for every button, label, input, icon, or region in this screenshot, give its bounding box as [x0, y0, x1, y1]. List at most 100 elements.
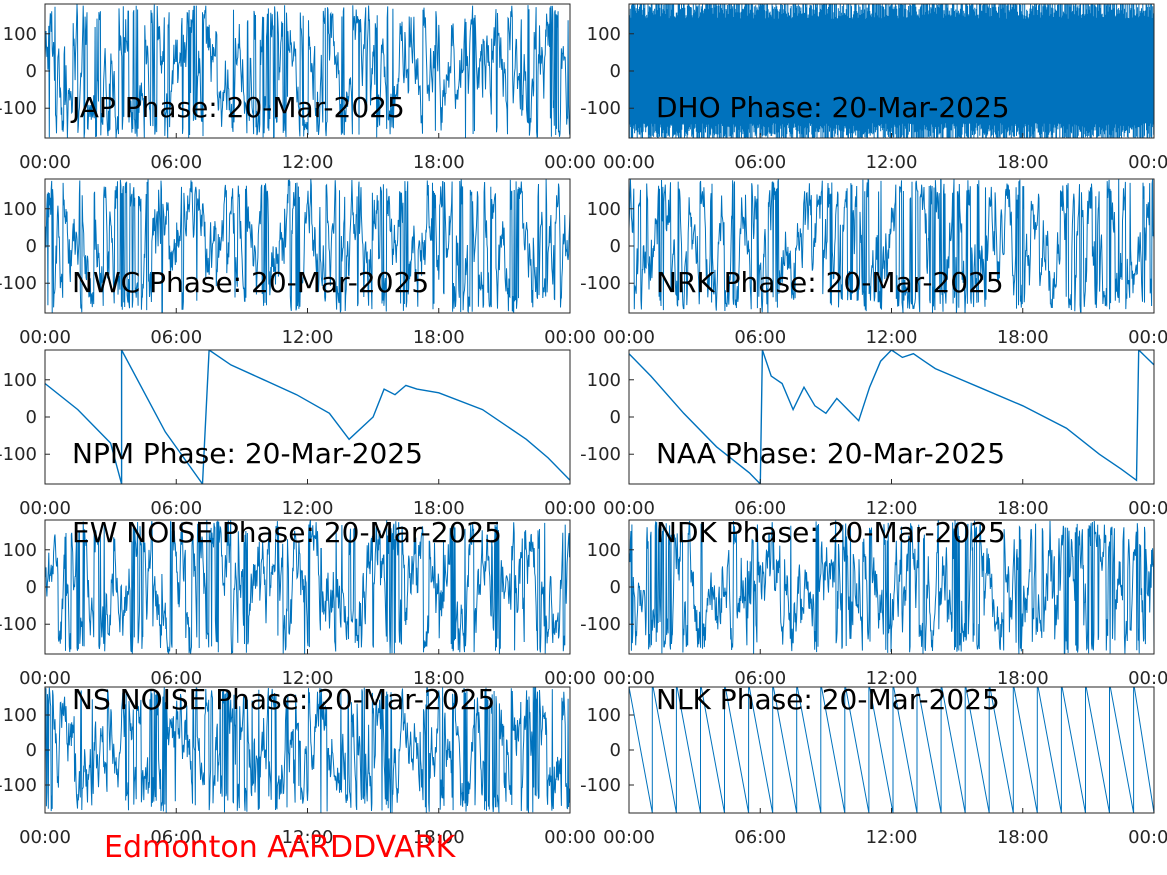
y-tick-label: 100	[587, 540, 621, 561]
x-tick-label: 06:00	[150, 498, 202, 519]
x-tick-label: 12:00	[866, 327, 918, 348]
panel-dho: 100 0 -100 00:00 06:00 12:00 18:00 00:00 DHO Pha…	[580, 3, 1167, 173]
panel-ndk: 100 0 -100 00:00 06:00 12:00 18:00 00:00 NDK Pha…	[580, 516, 1167, 689]
y-tick-label: 100	[3, 540, 37, 561]
x-tick-label: 18:00	[997, 668, 1049, 689]
y-tick-label: 0	[26, 740, 37, 761]
x-tick-label: 00:00	[19, 668, 71, 689]
station-footer: Edmonton AARDDVARK	[104, 830, 456, 865]
y-tick-label: 100	[3, 705, 37, 726]
x-tick-label: 12:00	[282, 498, 334, 519]
x-tick-label: 00:00	[544, 498, 596, 519]
x-tick-label: 18:00	[413, 668, 465, 689]
y-tick-label: 0	[610, 236, 621, 257]
y-tick-label: -100	[580, 444, 621, 465]
phase-trace-nrk	[629, 179, 1154, 313]
y-tick-label: 0	[610, 577, 621, 598]
y-tick-label: 0	[26, 236, 37, 257]
y-tick-label: -100	[0, 614, 37, 635]
x-tick-label: 00:00	[544, 327, 596, 348]
x-tick-label: 06:00	[734, 327, 786, 348]
y-tick-label: 0	[610, 407, 621, 428]
x-tick-label: 00:00	[1128, 152, 1167, 173]
x-tick-label: 06:00	[734, 498, 786, 519]
y-tick-label: 100	[587, 370, 621, 391]
x-tick-label: 00:00	[19, 827, 71, 848]
x-tick-label: 12:00	[866, 152, 918, 173]
x-tick-label: 00:00	[19, 327, 71, 348]
x-tick-label: 00:00	[544, 668, 596, 689]
x-tick-label: 12:00	[866, 827, 918, 848]
panel-nwc: 100 0 -100 00:00 06:00 12:00 18:00 00:00 NWC Pha…	[0, 178, 596, 348]
x-tick-label: 06:00	[734, 668, 786, 689]
panel-title-ns-noise: NS NOISE Phase: 20-Mar-2025	[72, 683, 495, 716]
x-tick-label: 00:00	[603, 327, 655, 348]
panel-ew-noise: 100 0 -100 00:00 06:00 12:00 18:00 00:00 EW NOIS…	[0, 516, 596, 689]
phase-trace-ew-noise	[45, 520, 570, 654]
y-tick-label: -100	[0, 444, 37, 465]
x-tick-label: 06:00	[150, 827, 202, 848]
x-tick-label: 06:00	[734, 827, 786, 848]
y-tick-label: 100	[3, 199, 37, 220]
phase-trace-jap	[45, 4, 570, 138]
panel-title-jap: JAP Phase: 20-Mar-2025	[70, 91, 405, 124]
x-tick-label: 12:00	[866, 668, 918, 689]
y-tick-label: 0	[26, 407, 37, 428]
y-tick-label: 0	[26, 61, 37, 82]
panel-title-nwc: NWC Phase: 20-Mar-2025	[72, 266, 429, 299]
y-tick-label: 0	[610, 740, 621, 761]
phase-trace-nwc	[45, 179, 570, 313]
x-tick-label: 00:00	[1128, 668, 1167, 689]
x-tick-label: 00:00	[603, 152, 655, 173]
x-tick-label: 00:00	[19, 498, 71, 519]
x-tick-label: 12:00	[282, 827, 334, 848]
panel-nlk: 100 0 -100 00:00 06:00 12:00 18:00 00:00 NLK Pha…	[580, 683, 1167, 848]
x-tick-label: 00:00	[544, 152, 596, 173]
panel-title-ew-noise: EW NOISE Phase: 20-Mar-2025	[72, 516, 502, 549]
x-tick-label: 00:00	[603, 827, 655, 848]
y-tick-label: 0	[610, 61, 621, 82]
panel-naa: 100 0 -100 00:00 06:00 12:00 18:00 00:00 NAA Pha…	[580, 349, 1167, 519]
panel-nrk: 100 0 -100 00:00 06:00 12:00 18:00 00:00 NRK Pha…	[580, 178, 1167, 348]
panel-title-dho: DHO Phase: 20-Mar-2025	[656, 91, 1010, 124]
panel-title-ndk: NDK Phase: 20-Mar-2025	[656, 516, 1006, 549]
y-tick-label: -100	[580, 273, 621, 294]
y-tick-label: 100	[587, 705, 621, 726]
x-tick-label: 00:00	[1128, 827, 1167, 848]
panel-title-naa: NAA Phase: 20-Mar-2025	[656, 437, 1005, 470]
y-tick-label: -100	[580, 98, 621, 119]
x-tick-label: 06:00	[150, 327, 202, 348]
panel-title-npm: NPM Phase: 20-Mar-2025	[72, 437, 423, 470]
x-tick-label: 00:00	[544, 827, 596, 848]
phase-trace-npm	[45, 350, 570, 484]
x-tick-label: 12:00	[866, 498, 918, 519]
x-tick-label: 12:00	[282, 327, 334, 348]
y-tick-label: -100	[0, 98, 37, 119]
y-tick-label: 0	[26, 577, 37, 598]
y-tick-label: 100	[587, 199, 621, 220]
x-tick-label: 00:00	[19, 152, 71, 173]
y-tick-label: -100	[0, 775, 37, 796]
x-tick-label: 06:00	[734, 152, 786, 173]
y-tick-label: -100	[580, 614, 621, 635]
x-tick-label: 00:00	[603, 668, 655, 689]
y-tick-label: -100	[0, 273, 37, 294]
phase-trace-ns-noise	[45, 687, 570, 813]
panel-title-nlk: NLK Phase: 20-Mar-2025	[656, 683, 1000, 716]
panel-jap: 100 0 -100 00:00 06:00 12:00 18:00 00:00 JAP Pha…	[0, 3, 596, 173]
x-tick-label: 00:00	[603, 498, 655, 519]
phase-trace-ndk	[629, 520, 1154, 654]
x-tick-label: 12:00	[282, 668, 334, 689]
panel-title-nrk: NRK Phase: 20-Mar-2025	[656, 266, 1004, 299]
x-tick-label: 18:00	[413, 827, 465, 848]
panel-npm: 100 0 -100 00:00 06:00 12:00 18:00 00:00 NPM Pha…	[0, 349, 596, 519]
x-tick-label: 00:00	[1128, 327, 1167, 348]
x-tick-label: 06:00	[150, 668, 202, 689]
x-tick-label: 18:00	[997, 827, 1049, 848]
x-tick-label: 12:00	[282, 152, 334, 173]
y-tick-label: -100	[580, 775, 621, 796]
x-tick-label: 18:00	[413, 498, 465, 519]
x-tick-label: 18:00	[997, 327, 1049, 348]
x-tick-label: 18:00	[413, 327, 465, 348]
y-tick-label: 100	[587, 24, 621, 45]
